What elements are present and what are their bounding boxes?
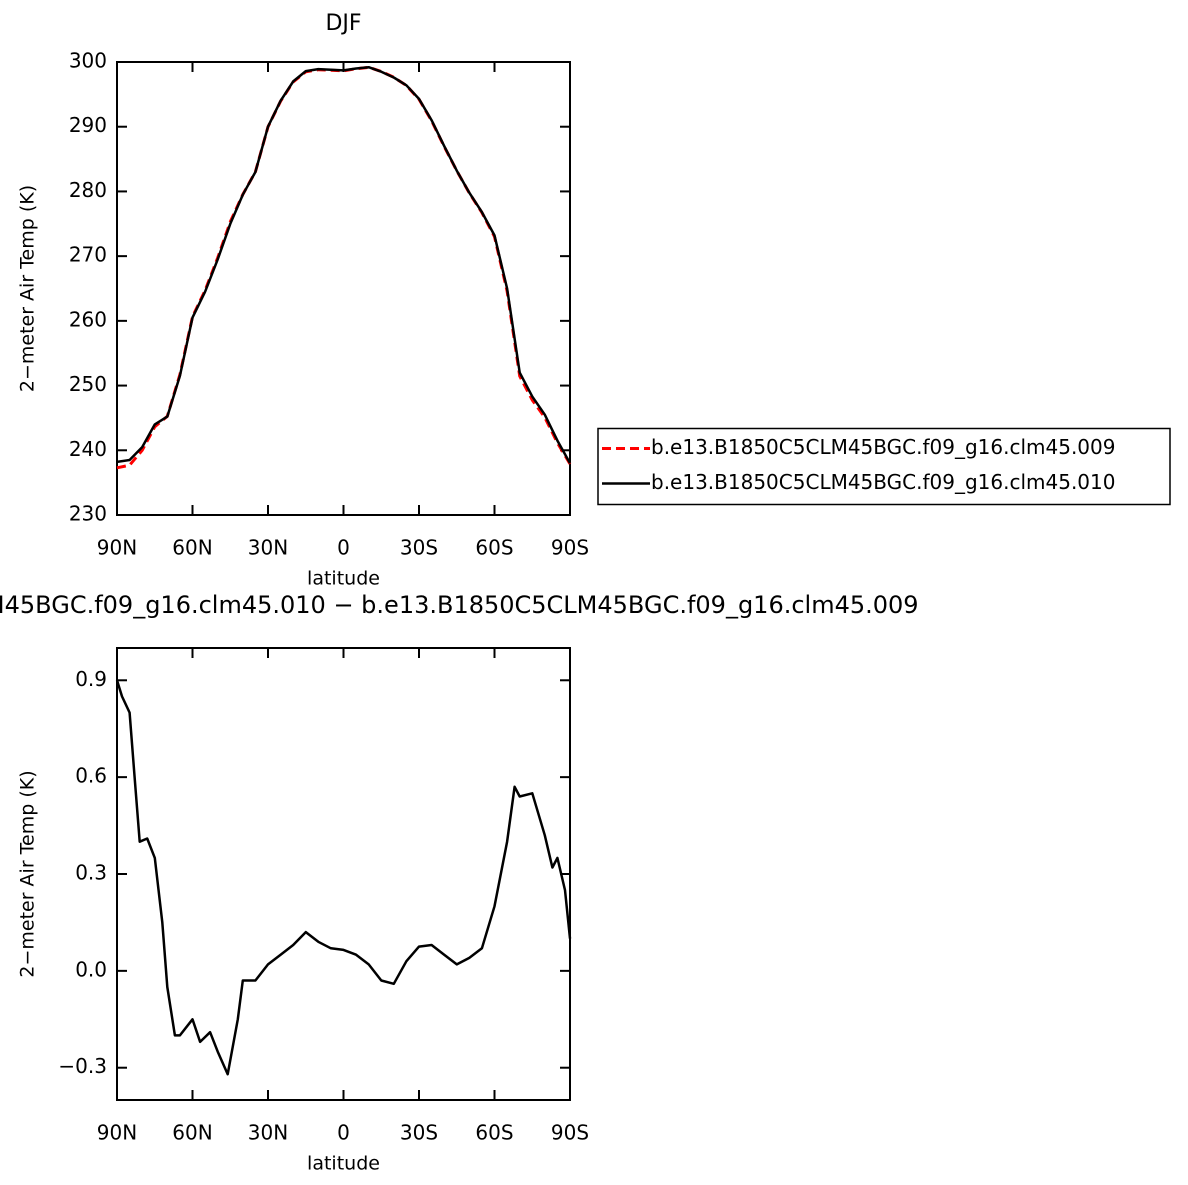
- y-tick-label: 250: [69, 372, 107, 396]
- legend-label: b.e13.B1850C5CLM45BGC.f09_g16.clm45.009: [651, 435, 1115, 459]
- x-axis-label: latitude: [307, 1153, 380, 1175]
- y-tick-label: 0.0: [75, 957, 107, 981]
- x-axis-label: latitude: [307, 568, 380, 590]
- x-tick-label: 60N: [172, 536, 212, 560]
- x-tick-label: 30S: [400, 1121, 438, 1145]
- y-axis-label: 2−meter Air Temp (K): [17, 185, 39, 392]
- x-tick-label: 90N: [97, 536, 137, 560]
- y-tick-label: 230: [69, 502, 107, 526]
- chart-title: b.e13.B1850C5CLM45BGC.f09_g16.clm45.010 …: [0, 591, 919, 619]
- x-tick-label: 90N: [97, 1121, 137, 1145]
- y-tick-label: 280: [69, 178, 107, 202]
- x-tick-label: 60N: [172, 1121, 212, 1145]
- data-line: [116, 65, 572, 464]
- plot-frame: [116, 61, 571, 516]
- chart-title: DJF: [325, 11, 361, 36]
- y-tick-label: 300: [69, 49, 107, 73]
- x-tick-label: 60S: [475, 536, 513, 560]
- x-tick-label: 60S: [475, 1121, 513, 1145]
- data-line: [115, 679, 572, 1076]
- x-tick-label: 0: [337, 536, 350, 560]
- y-tick-label: 290: [69, 113, 107, 137]
- legend-label: b.e13.B1850C5CLM45BGC.f09_g16.clm45.010: [651, 470, 1115, 494]
- y-tick-label: 0.3: [75, 861, 107, 885]
- x-tick-label: 30S: [400, 536, 438, 560]
- x-tick-label: 90S: [551, 536, 589, 560]
- x-tick-label: 0: [337, 1121, 350, 1145]
- x-tick-label: 90S: [551, 1121, 589, 1145]
- y-axis-label: 2−meter Air Temp (K): [17, 770, 39, 977]
- y-tick-label: −0.3: [58, 1054, 107, 1078]
- x-tick-label: 30N: [248, 1121, 288, 1145]
- y-tick-label: 240: [69, 437, 107, 461]
- x-tick-label: 30N: [248, 536, 288, 560]
- y-tick-label: 0.9: [75, 667, 107, 691]
- y-tick-label: 270: [69, 243, 107, 267]
- y-tick-label: 0.6: [75, 764, 107, 788]
- legend-box: [597, 427, 1171, 506]
- y-tick-label: 260: [69, 307, 107, 331]
